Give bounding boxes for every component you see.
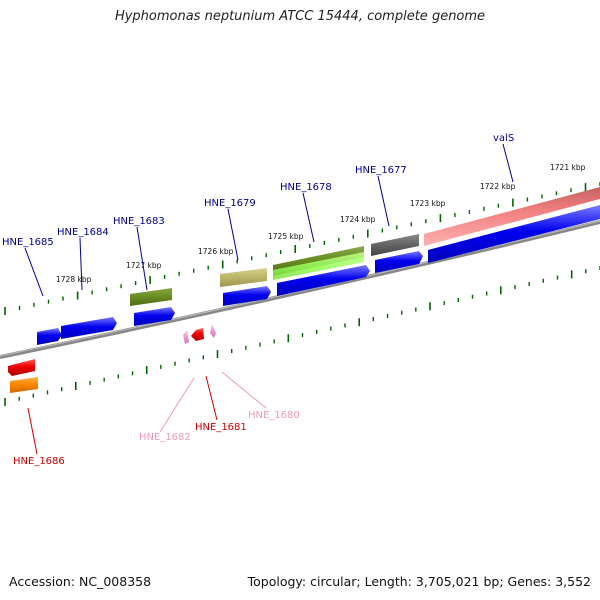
label-HNE_1683[interactable]: HNE_1683 <box>113 216 165 227</box>
kbp-label-1724: 1724 kbp <box>340 215 376 224</box>
label-HNE_1685[interactable]: HNE_1685 <box>2 237 54 248</box>
gene-HNE_1678-feature-b[interactable] <box>273 252 364 280</box>
genome-backbone <box>0 220 600 359</box>
gene-HNE_1683-feature[interactable] <box>130 288 172 306</box>
gene-HNE_1679-feature[interactable] <box>220 268 267 287</box>
gene-HNE_1685-arrow[interactable] <box>37 328 62 345</box>
gene-HNE_1679-arrow[interactable] <box>223 286 271 306</box>
kbp-label-1727: 1727 kbp <box>126 261 162 270</box>
leader-HNE_1682 <box>159 377 195 433</box>
leader-HNE_1686 <box>27 407 38 455</box>
kbp-label-1725: 1725 kbp <box>268 232 304 241</box>
kbp-label-1722: 1722 kbp <box>480 182 516 191</box>
kbp-label-1728: 1728 kbp <box>56 275 92 284</box>
gene-HNE_1686-feature[interactable] <box>8 359 35 376</box>
leader-HNE_1684 <box>79 237 83 291</box>
lower-tick-ring <box>4 266 600 406</box>
gene-HNE_1683-arrow[interactable] <box>134 307 175 326</box>
gene-HNE_1686-feature-b[interactable] <box>10 377 38 393</box>
genome-backbone-highlight <box>0 220 600 357</box>
leader-HNE_1679 <box>227 208 239 261</box>
leader-HNE_1680 <box>221 371 267 409</box>
gene-valS-arrow[interactable] <box>428 205 600 263</box>
label-HNE_1684[interactable]: HNE_1684 <box>57 227 109 238</box>
kbp-label-1721: 1721 kbp <box>550 163 586 172</box>
leader-HNE_1685 <box>24 247 44 297</box>
label-HNE_1679[interactable]: HNE_1679 <box>204 198 256 209</box>
gene-HNE_1682-arrow[interactable] <box>183 330 189 344</box>
genome-title: Hyphomonas neptunium ATCC 15444, complet… <box>114 9 486 24</box>
leader-HNE_1677 <box>377 175 390 227</box>
leader-valS <box>502 143 514 183</box>
label-HNE_1677[interactable]: HNE_1677 <box>355 165 407 176</box>
label-HNE_1678[interactable]: HNE_1678 <box>280 182 332 193</box>
label-HNE_1686[interactable]: HNE_1686 <box>13 456 65 467</box>
kbp-label-1726: 1726 kbp <box>198 247 234 256</box>
label-HNE_1680[interactable]: HNE_1680 <box>248 410 300 421</box>
gene-HNE_1681-arrow[interactable] <box>191 328 204 341</box>
kbp-label-1723: 1723 kbp <box>410 199 446 208</box>
accession-text: Accession: NC_008358 <box>9 574 152 589</box>
gene-HNE_1680-arrow[interactable] <box>210 324 216 338</box>
gene-HNE_1677-arrow[interactable] <box>375 251 423 273</box>
gene-HNE_1677-feature[interactable] <box>371 234 419 256</box>
leader-HNE_1683 <box>136 226 148 291</box>
leader-HNE_1681 <box>205 375 218 421</box>
label-HNE_1681[interactable]: HNE_1681 <box>195 422 247 433</box>
gene-HNE_1678-arrow[interactable] <box>277 265 370 296</box>
topology-text: Topology: circular; Length: 3,705,021 bp… <box>247 574 591 589</box>
gene-valS-feature[interactable] <box>424 187 600 246</box>
label-HNE_1682[interactable]: HNE_1682 <box>139 432 191 443</box>
leader-HNE_1678 <box>302 192 315 243</box>
gene-HNE_1684-arrow[interactable] <box>61 317 117 339</box>
label-valS[interactable]: valS <box>493 133 514 144</box>
upper-tick-ring <box>4 182 600 315</box>
